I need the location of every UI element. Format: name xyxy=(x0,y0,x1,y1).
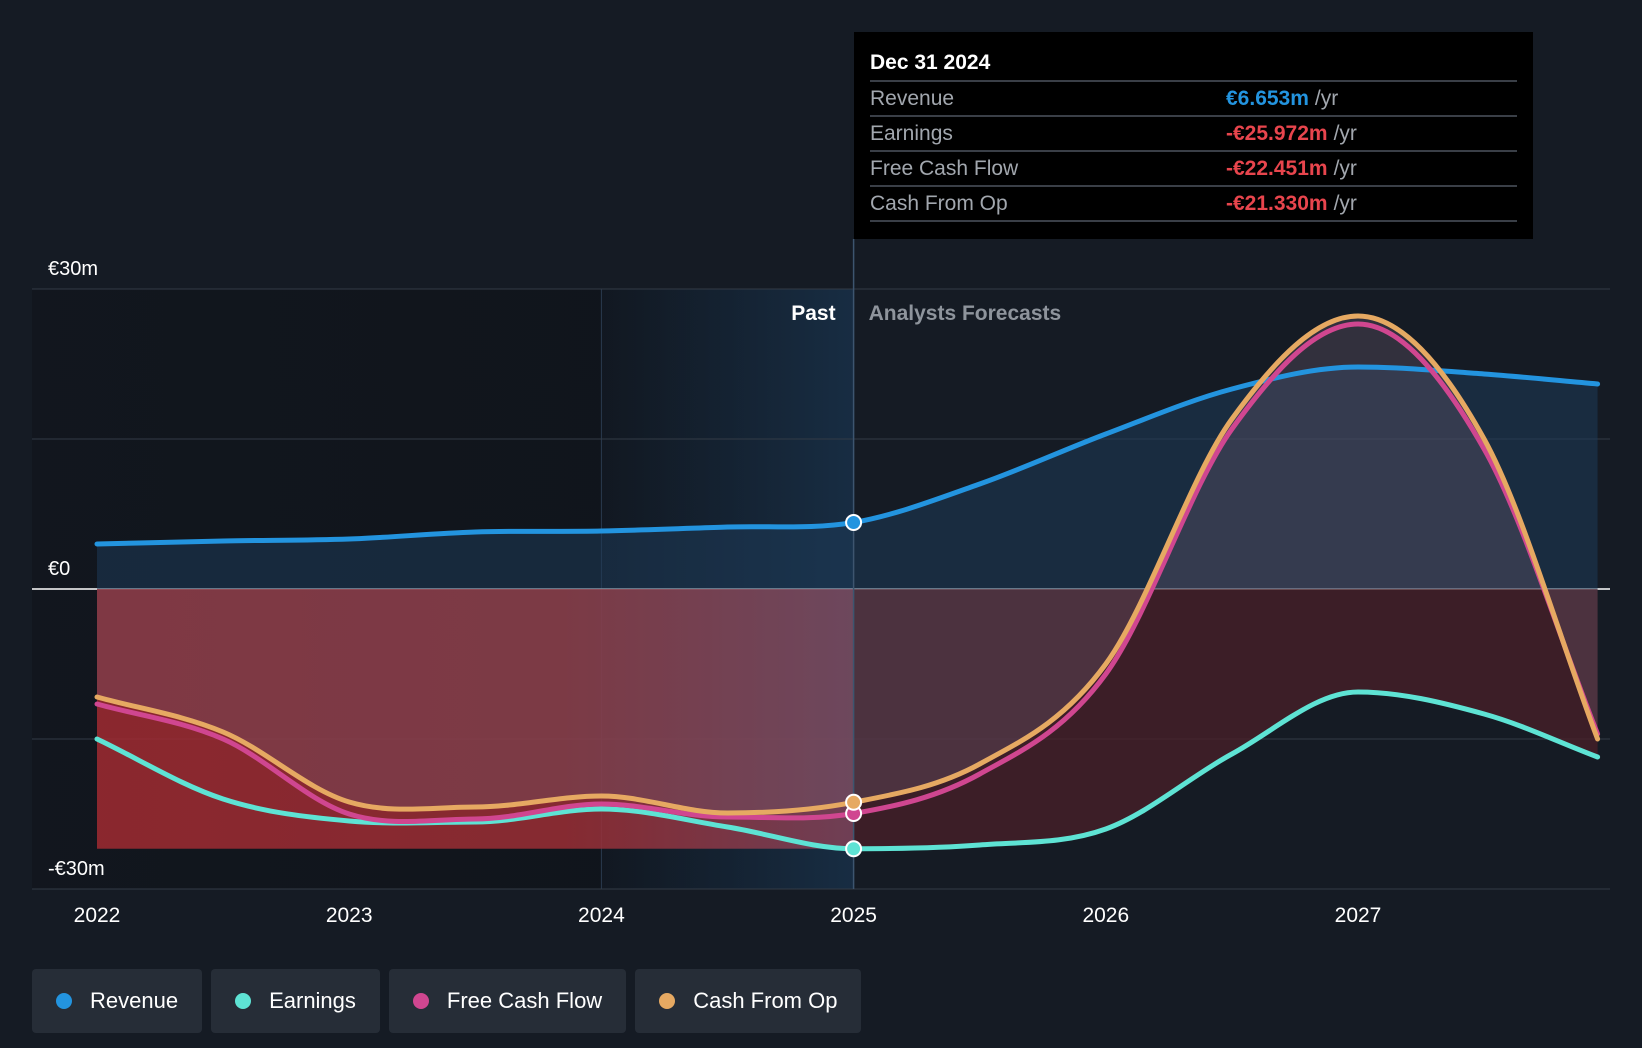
tooltip-label: Cash From Op xyxy=(870,192,1008,215)
legend-item-cash-from-op[interactable]: Cash From Op xyxy=(635,969,862,1033)
free-cash-flow-line xyxy=(94,321,1601,825)
legend-dot-icon xyxy=(412,993,429,1009)
tooltip-value: -€21.330m xyxy=(1226,192,1328,215)
tooltip-date: Dec 31 2024 xyxy=(870,51,991,74)
legend-label: Cash From Op xyxy=(693,988,838,1013)
x-tick-label: 2024 xyxy=(578,904,625,927)
x-tick-label: 2022 xyxy=(74,904,121,927)
tooltip-unit: /yr xyxy=(1333,192,1357,215)
tooltip-rows: Revenue €6.653m /yr Earnings -€25.972m /… xyxy=(870,80,1517,222)
tooltip-value: -€25.972m xyxy=(1226,122,1328,145)
legend-dot-icon xyxy=(659,993,676,1009)
x-tick-label: 2025 xyxy=(830,904,877,927)
tooltip-unit: /yr xyxy=(1333,122,1357,145)
x-tick-label: 2023 xyxy=(326,904,373,927)
tooltip-row-earnings: Earnings -€25.972m /yr xyxy=(870,115,1517,150)
tooltip-row-cash-from-op: Cash From Op -€21.330m /yr xyxy=(870,185,1517,222)
tooltip-label: Earnings xyxy=(870,122,953,145)
tooltip-value: -€22.451m xyxy=(1226,157,1328,180)
x-tick-label: 2027 xyxy=(1335,904,1382,927)
y-tick-label: -€30m xyxy=(48,858,105,880)
legend-label: Earnings xyxy=(269,988,356,1013)
cash-from-op-point xyxy=(845,793,863,811)
tooltip-label: Revenue xyxy=(870,87,955,110)
legend: Revenue Earnings Free Cash Flow Cash Fro… xyxy=(32,969,862,1033)
earnings-point xyxy=(845,840,863,858)
forecast-label: Analysts Forecasts xyxy=(869,302,1062,325)
legend-item-earnings[interactable]: Earnings xyxy=(211,969,380,1033)
cash-from-op-line xyxy=(94,313,1601,816)
y-tick-label: €0 xyxy=(48,558,70,580)
forecast-negative-area xyxy=(853,589,1598,849)
legend-label: Revenue xyxy=(90,988,179,1013)
legend-dot-icon xyxy=(235,993,252,1009)
y-tick-label: €30m xyxy=(48,258,98,280)
legend-label: Free Cash Flow xyxy=(446,988,603,1013)
legend-item-revenue[interactable]: Revenue xyxy=(32,969,203,1033)
tooltip-row-revenue: Revenue €6.653m /yr xyxy=(870,80,1517,115)
tooltip: Dec 31 2024 Revenue €6.653m /yr Earnings… xyxy=(854,32,1533,239)
legend-item-free-cash-flow[interactable]: Free Cash Flow xyxy=(388,969,627,1033)
past-label: Past xyxy=(791,302,835,325)
revenue-point xyxy=(845,513,863,531)
legend-dot-icon xyxy=(56,993,72,1009)
tooltip-value: €6.653m xyxy=(1226,87,1309,110)
tooltip-unit: /yr xyxy=(1333,157,1357,180)
tooltip-label: Free Cash Flow xyxy=(870,157,1019,180)
tooltip-unit: /yr xyxy=(1314,87,1339,110)
tooltip-row-free-cash-flow: Free Cash Flow -€22.451m /yr xyxy=(870,150,1517,185)
x-tick-label: 2026 xyxy=(1082,904,1129,927)
